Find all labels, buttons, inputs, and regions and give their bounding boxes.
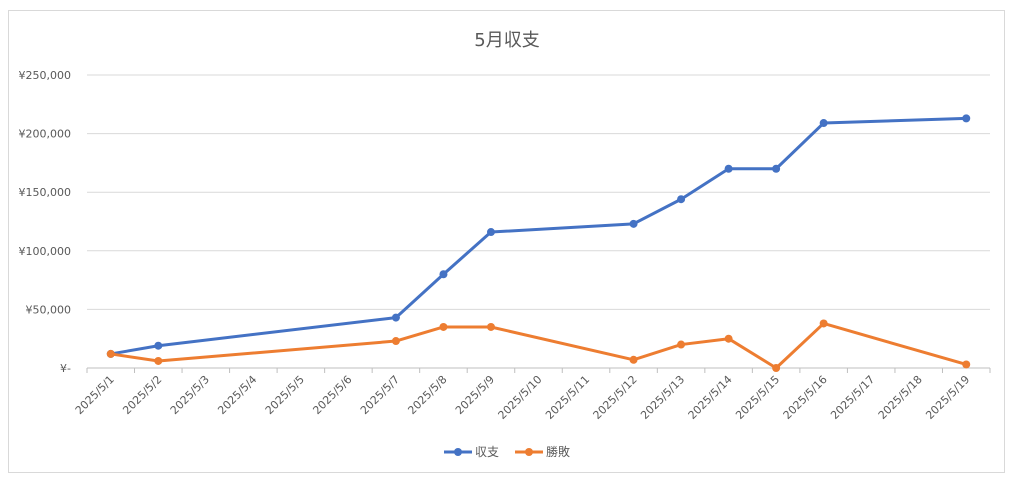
x-tick-label: 2025/5/13 (638, 373, 687, 422)
x-tick-label: 2025/5/18 (876, 373, 925, 422)
data-point (677, 195, 686, 204)
x-tick-label: 2025/5/2 (120, 373, 164, 417)
data-point (391, 313, 400, 322)
data-point (724, 334, 733, 343)
x-tick-label: 2025/5/3 (168, 373, 212, 417)
x-tick-label: 2025/5/17 (828, 373, 877, 422)
data-point (391, 337, 400, 346)
legend-label: 収支 (475, 445, 499, 459)
x-tick-label: 2025/5/6 (310, 373, 354, 417)
y-axis-labels: ¥- ¥50,000 ¥100,000 ¥150,000 ¥200,000 ¥250,00… (19, 69, 72, 375)
data-point (439, 270, 448, 279)
x-tick-label: 2025/5/7 (358, 373, 402, 417)
x-tick-label: 2025/5/19 (923, 373, 972, 422)
x-tick-label: 2025/5/5 (263, 373, 307, 417)
gridlines (87, 74, 990, 369)
x-tick-label: 2025/5/9 (453, 373, 497, 417)
x-tick-label: 2025/5/11 (543, 373, 592, 422)
series-group (106, 114, 971, 372)
data-point (486, 322, 495, 331)
y-tick-label: ¥50,000 (26, 303, 72, 316)
x-tick-label: 2025/5/8 (405, 373, 449, 417)
data-point (724, 164, 733, 173)
x-tick-label: 2025/5/14 (686, 373, 735, 422)
series-line (110, 321, 967, 370)
y-tick-label: ¥250,000 (19, 69, 72, 82)
legend-marker (525, 448, 533, 456)
data-point (629, 355, 638, 364)
data-point (819, 319, 828, 328)
data-point (962, 360, 971, 369)
x-tick-label: 2025/5/1 (73, 373, 117, 417)
data-point (772, 164, 781, 173)
x-tick-label: 2025/5/10 (496, 373, 545, 422)
data-point (439, 322, 448, 331)
data-point (154, 356, 163, 365)
legend-label: 勝敗 (546, 444, 570, 459)
x-tick-label: 2025/5/4 (215, 373, 259, 417)
data-point (154, 341, 163, 350)
x-tick-label: 2025/5/16 (781, 373, 830, 422)
data-point (819, 119, 828, 128)
data-point (772, 364, 781, 372)
series-line (110, 116, 967, 356)
x-axis: 2025/5/1 2025/5/2 2025/5/3 2025/5/4 2025/5/5… (73, 368, 991, 422)
x-tick-label: 2025/5/15 (733, 373, 782, 422)
y-tick-label: ¥200,000 (19, 128, 72, 141)
y-tick-label: ¥- (60, 362, 71, 375)
chart-title: 5月収支 (474, 30, 539, 51)
chart-container (8, 10, 1005, 473)
data-point (629, 219, 638, 228)
y-tick-label: ¥100,000 (19, 245, 72, 258)
y-tick-label: ¥150,000 (19, 186, 72, 199)
data-point (106, 349, 115, 358)
legend-marker (454, 448, 462, 456)
legend: 収支 勝敗 (444, 444, 570, 459)
data-point (962, 114, 971, 123)
x-tick-label: 2025/5/12 (591, 373, 640, 422)
data-point (677, 340, 686, 349)
data-point (486, 228, 495, 237)
